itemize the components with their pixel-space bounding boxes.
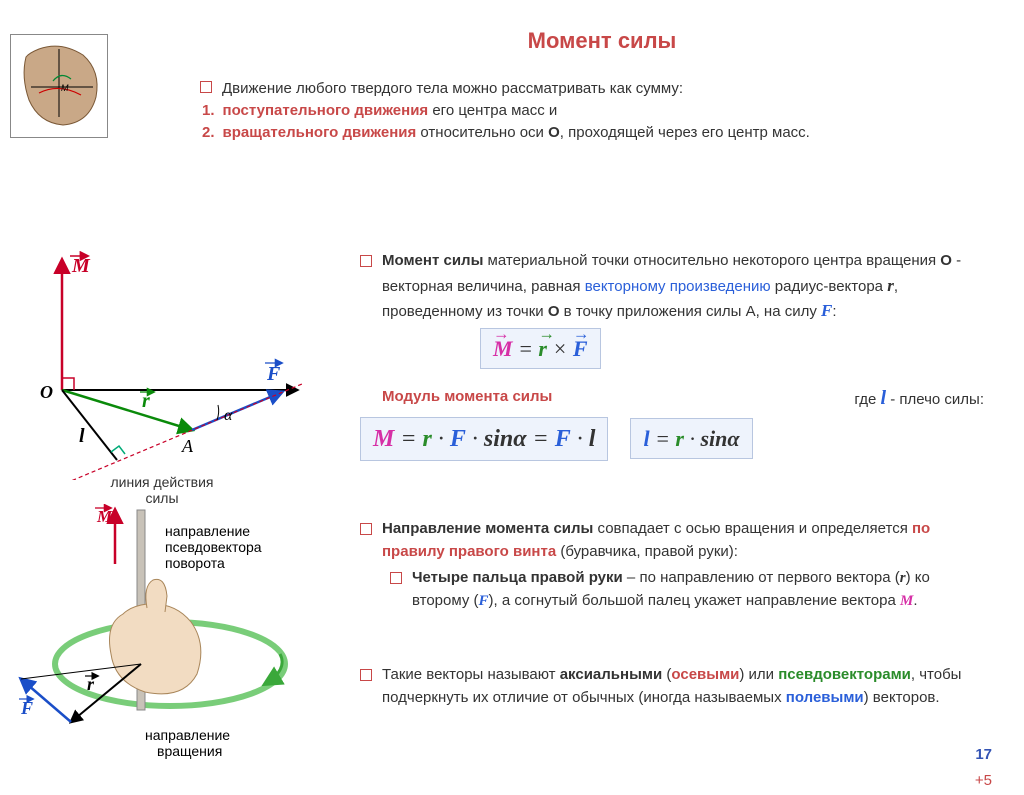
ax-t3: ) или [739, 666, 778, 683]
vector-diagram: M O r F l A α линия действия силы [12, 250, 312, 490]
item2-end: , проходящей через его центр масс. [560, 124, 810, 141]
svg-text:F: F [20, 698, 33, 718]
dir-F: F [479, 593, 489, 609]
item2-bold: вращательного движения [223, 124, 417, 141]
svg-text:вращения: вращения [157, 743, 222, 759]
def-blue: векторному произведению [585, 278, 771, 295]
f2-M: M [373, 426, 394, 452]
f3-r: r [675, 426, 684, 451]
def-colon: : [832, 303, 836, 320]
bullet-icon [360, 669, 372, 681]
dir-b2: Четыре пальца правой руки [412, 569, 623, 586]
direction-block: Направление момента силы совпадает с ось… [360, 518, 984, 612]
f1-F: F [573, 332, 588, 365]
formula-1: M = r × F [480, 328, 601, 369]
right-hand-diagram: M r F направление псевдовектора поворота… [15, 504, 315, 759]
bullet-icon [390, 572, 402, 584]
formula-3: l = r · sinα [630, 418, 752, 459]
f1-M: M [493, 332, 513, 365]
f2-eq1: = [394, 426, 422, 452]
axial-block: Такие векторы называют аксиальными (осев… [360, 664, 984, 709]
f2-F2: F [555, 426, 571, 452]
f2-sina: sinα [484, 426, 527, 452]
where: где [854, 391, 880, 408]
definition-block: Момент силы материальной точки относител… [360, 250, 984, 469]
ax-b1: аксиальными [560, 666, 663, 683]
ax-green: псевдовекторами [778, 666, 911, 683]
ax-t1: Такие векторы называют [382, 666, 560, 683]
svg-text:M: M [96, 507, 113, 526]
def-r: r [887, 276, 894, 295]
bullet-icon [360, 255, 372, 267]
def-t1: материальной точки относительно некоторо… [483, 252, 940, 269]
item1-bold: поступательного движения [223, 102, 429, 119]
def-O2: О [548, 303, 560, 320]
intro-line: Движение любого твердого тела можно расс… [222, 80, 683, 97]
bullet-icon [360, 523, 372, 535]
ax-blue: полевыми [786, 689, 864, 706]
caption-line1: линия действия [110, 474, 213, 490]
dir-t2: (буравчика, правой руки): [556, 543, 738, 560]
dir-M: M [900, 593, 913, 609]
f1-eq: = [513, 336, 539, 361]
item2-rest: относительно оси [416, 124, 548, 141]
svg-text:направление: направление [165, 523, 250, 539]
svg-text:M: M [71, 255, 91, 277]
lever-arm: - плечо силы: [886, 391, 984, 408]
def-O: О [940, 252, 952, 269]
svg-text:A: A [181, 436, 194, 456]
svg-text:O: O [40, 382, 53, 402]
f1-r: r [538, 332, 547, 365]
def-t5: в точку приложения силы А, на силу [560, 303, 822, 320]
f3-d: · [684, 426, 701, 451]
dir-t1: совпадает с осью вращения и определяется [593, 520, 912, 537]
def-t3: радиус-вектора [771, 278, 888, 295]
svg-text:r: r [142, 390, 150, 412]
dir-b1: Направление момента силы [382, 520, 593, 537]
dir-dot: . [913, 592, 917, 609]
svg-text:r: r [87, 674, 95, 694]
svg-text:F: F [266, 363, 281, 385]
f2-eq2: = [527, 426, 555, 452]
f2-d3: · [571, 426, 589, 452]
ax-t2: ( [662, 666, 671, 683]
corner-thumbnail: M [10, 34, 108, 138]
modulus-label: Модуль момента силы [382, 386, 552, 409]
list-num-2: 2. [202, 124, 215, 141]
dir-t5: ), а согнутый большой палец укажет напра… [489, 592, 900, 609]
f2-r: r [423, 426, 432, 452]
bullet-icon [200, 81, 212, 93]
ax-red: осевыми [671, 666, 739, 683]
formula-2: M = r · F · sinα = F · l [360, 417, 608, 461]
f2-d2: · [466, 426, 484, 452]
svg-text:псевдовектора: псевдовектора [165, 539, 262, 555]
f2-d1: · [432, 426, 450, 452]
svg-text:поворота: поворота [165, 555, 225, 571]
svg-text:направление: направление [145, 727, 230, 743]
f3-sina: sinα [700, 426, 739, 451]
f2-l: l [589, 426, 596, 452]
page-number: 17 [975, 746, 992, 763]
item1-rest: его центра масс и [428, 102, 557, 119]
page-title: Момент силы [180, 28, 1024, 54]
svg-text:l: l [79, 425, 85, 447]
svg-text:M: M [61, 83, 69, 93]
plus-five: +5 [975, 772, 992, 789]
intro-block: Движение любого твердого тела можно расс… [200, 78, 984, 143]
dir-t3: – по направлению от первого вектора ( [623, 569, 900, 586]
def-F: F [821, 301, 832, 320]
item2-O: О [548, 124, 560, 141]
f3-eq: = [650, 426, 676, 451]
f2-F: F [450, 426, 466, 452]
svg-text:α: α [224, 407, 233, 424]
ax-t5: ) векторов. [864, 689, 940, 706]
list-num-1: 1. [202, 102, 215, 119]
def-b1: Момент силы [382, 252, 483, 269]
